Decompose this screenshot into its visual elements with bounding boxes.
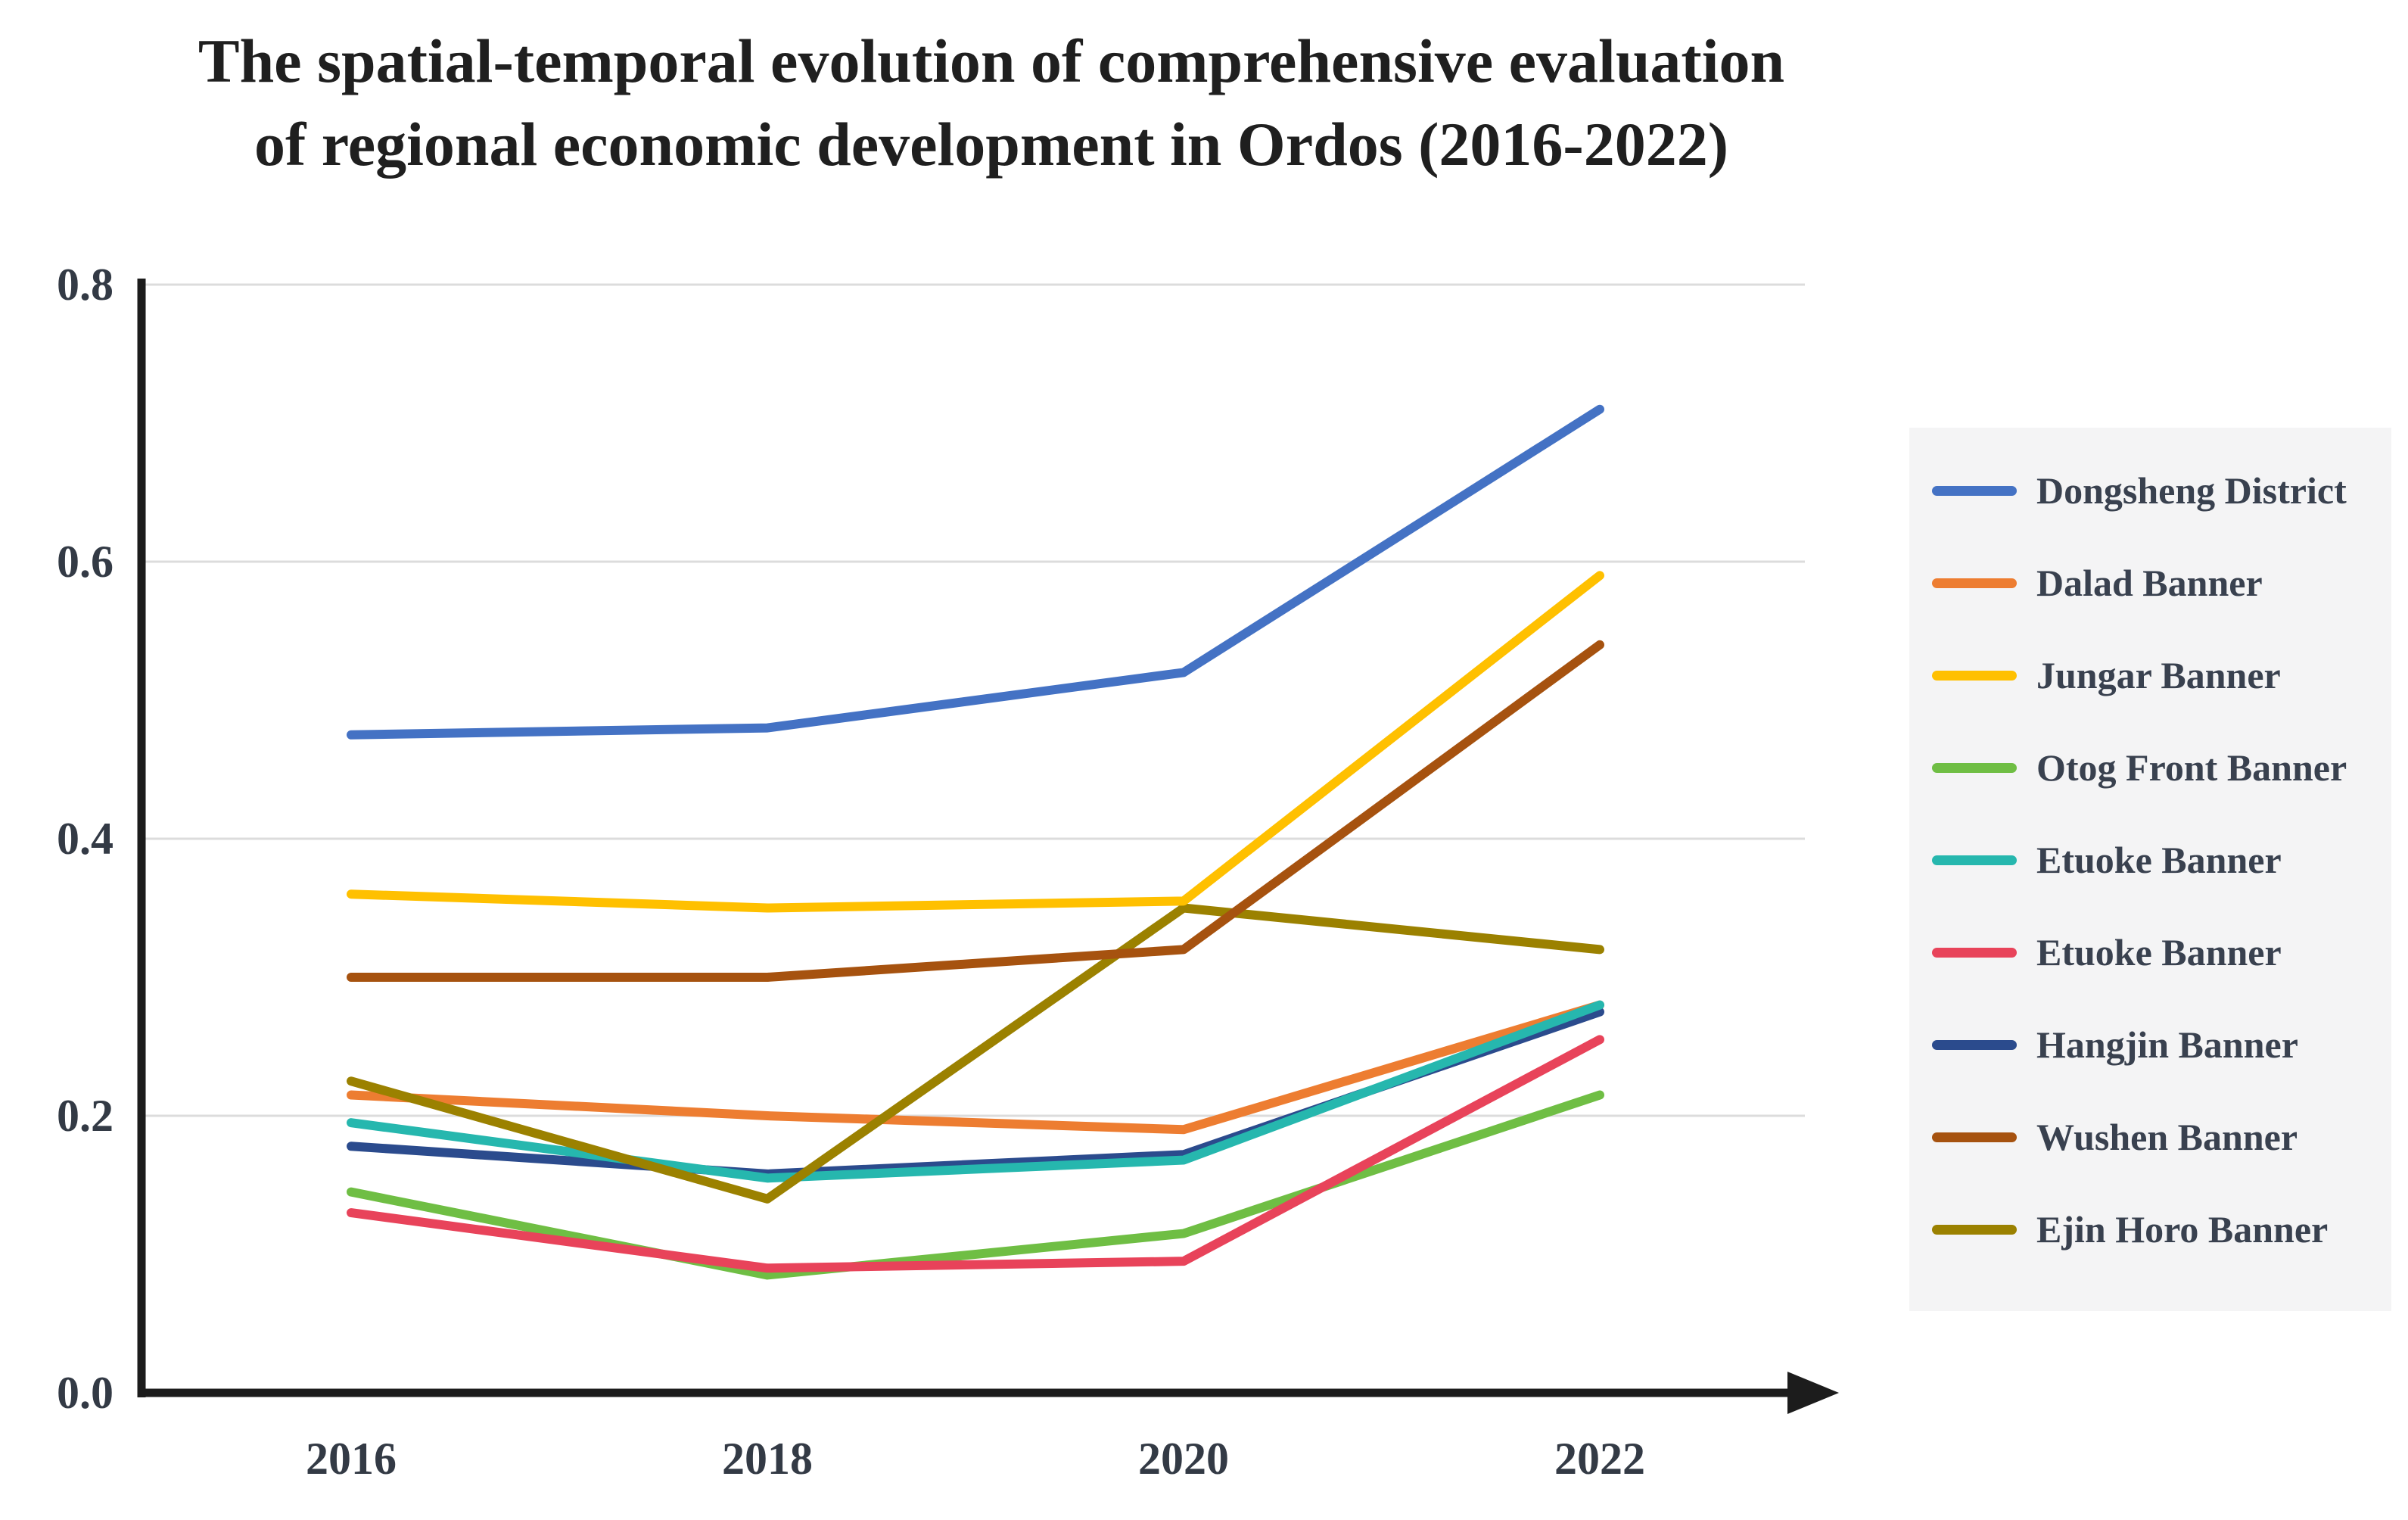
legend-swatch-icon: [1932, 855, 2017, 865]
legend-swatch-icon: [1932, 485, 2017, 496]
legend-label: Etuoke Banner: [2036, 839, 2282, 881]
legend-item: Hangjin Banner: [1932, 1020, 2298, 1069]
series-line-wushen-banner: [347, 640, 1604, 982]
series-line-jungar-banner: [347, 571, 1604, 913]
legend-label: Etuoke Banner: [2036, 931, 2282, 973]
legend-label: Hangjin Banner: [2036, 1023, 2298, 1066]
chart-title: The spatial-temporal evolution of compre…: [0, 20, 1983, 186]
y-tick-label: 0.4: [57, 814, 114, 864]
legend-item: Etuoke Banner: [1932, 928, 2282, 976]
chart-title-line1: The spatial-temporal evolution of compre…: [198, 26, 1785, 95]
legend-item: Dalad Banner: [1932, 559, 2263, 607]
y-tick-label: 0.2: [57, 1091, 114, 1141]
legend-label: Jungar Banner: [2036, 654, 2281, 696]
legend-swatch-icon: [1932, 1132, 2017, 1142]
series-line-ejin-horo-banner: [347, 903, 1604, 1204]
legend-swatch-icon: [1932, 762, 2017, 773]
y-tick-label: 0.0: [57, 1368, 114, 1418]
x-tick-label: 2016: [306, 1434, 397, 1484]
legend-label: Dongsheng District: [2036, 469, 2347, 512]
x-tick-label: 2018: [722, 1434, 813, 1484]
x-tick-label: 2022: [1554, 1434, 1645, 1484]
legend-item: Jungar Banner: [1932, 651, 2281, 699]
legend-label: Dalad Banner: [2036, 562, 2263, 604]
series-line-dongsheng-district: [347, 404, 1604, 740]
legend-item: Wushen Banner: [1932, 1113, 2298, 1161]
legend: Dongsheng District Dalad Banner Jungar Ban…: [1909, 428, 2391, 1311]
legend-item: Otog Front Banner: [1932, 743, 2347, 792]
legend-swatch-icon: [1932, 1039, 2017, 1050]
series-line-etuoke-banner: [347, 1035, 1604, 1273]
legend-swatch-icon: [1932, 670, 2017, 681]
x-axis: 2016 2018 2020 2022: [0, 1433, 2408, 1501]
legend-label: Otog Front Banner: [2036, 746, 2347, 789]
legend-swatch-icon: [1932, 1224, 2017, 1235]
y-axis: 0.0 0.2 0.4 0.6 0.8: [15, 0, 114, 1520]
x-axis-arrow-icon: [1787, 1372, 1839, 1414]
series-line-otog-front-banner: [347, 1090, 1604, 1280]
legend-item: Etuoke Banner: [1932, 836, 2282, 884]
legend-item: Ejin Horo Banner: [1932, 1205, 2328, 1254]
y-tick-label: 0.8: [57, 260, 114, 310]
series-line-dalad-banner: [347, 1000, 1604, 1135]
series-line-etuoke-banner: [347, 1000, 1604, 1183]
legend-label: Wushen Banner: [2036, 1116, 2298, 1158]
y-tick-label: 0.6: [57, 537, 114, 587]
legend-swatch-icon: [1932, 578, 2017, 588]
legend-swatch-icon: [1932, 947, 2017, 958]
x-tick-label: 2020: [1138, 1434, 1229, 1484]
legend-item: Dongsheng District: [1932, 466, 2347, 515]
chart-title-line2: of regional economic development in Ordo…: [254, 110, 1729, 179]
legend-label: Ejin Horo Banner: [2036, 1208, 2329, 1251]
